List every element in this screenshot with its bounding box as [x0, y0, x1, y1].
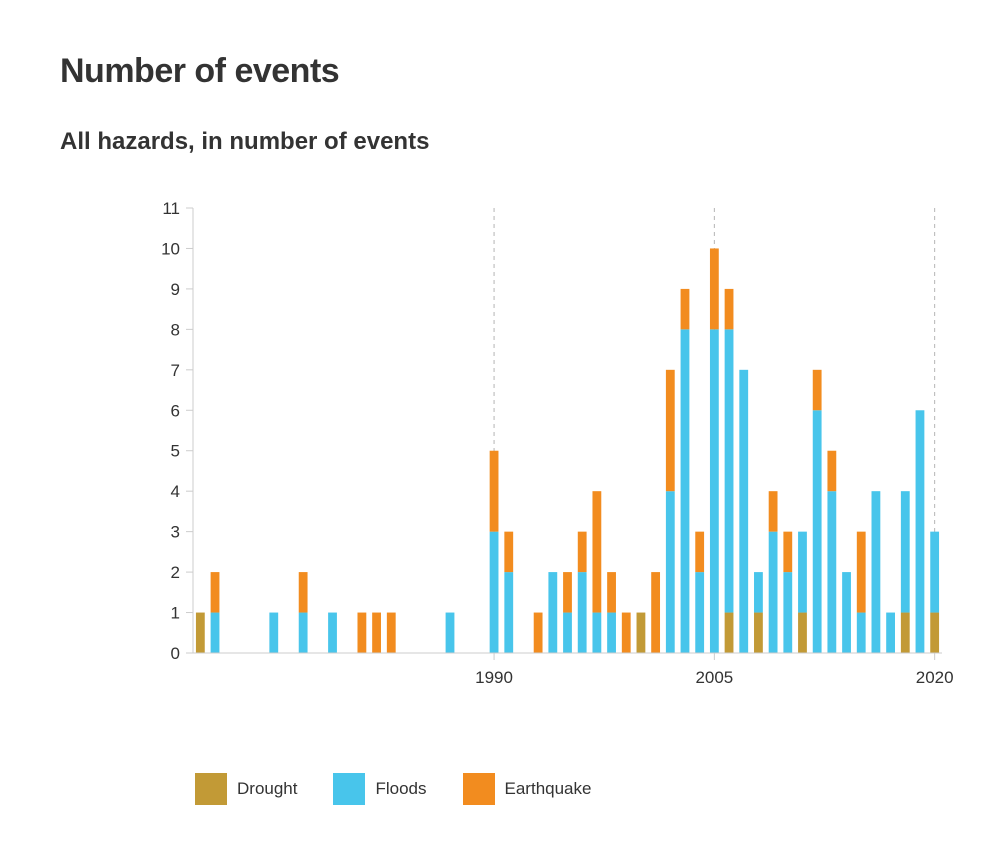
bar-floods [871, 491, 881, 653]
legend-label-floods: Floods [375, 779, 427, 798]
bar-drought [798, 612, 807, 653]
chart-subtitle: All hazards, in number of events [60, 128, 430, 155]
legend-item-drought[interactable]: Drought [195, 773, 297, 805]
bar-drought [754, 612, 763, 653]
bar-earthquake [709, 248, 719, 330]
bar-floods [886, 612, 895, 653]
bar-floods [665, 491, 675, 653]
bar-earthquake [210, 572, 220, 613]
bar-earthquake [489, 450, 499, 532]
bar-earthquake [768, 491, 778, 532]
chart-legend: Drought Floods Earthquake [195, 773, 591, 805]
bar-earthquake [621, 612, 631, 653]
bar-drought [900, 612, 910, 653]
bar-floods [709, 329, 719, 653]
y-tick-label: 8 [171, 320, 180, 339]
bar-floods [298, 612, 308, 653]
y-tick-label: 0 [171, 644, 180, 663]
bar-earthquake [680, 288, 690, 330]
bar-floods [445, 612, 455, 653]
bar-floods [592, 612, 602, 653]
bar-drought [724, 612, 734, 653]
bar-earthquake [563, 572, 572, 613]
bar-floods [328, 612, 337, 653]
x-tick-label: 2020 [916, 668, 954, 687]
bar-floods [210, 612, 220, 653]
y-tick-label: 7 [171, 361, 180, 380]
y-tick-label: 4 [171, 482, 180, 501]
bar-earthquake [665, 369, 675, 492]
x-tick-label: 1990 [475, 668, 513, 687]
legend-swatch-earthquake [462, 773, 495, 805]
bar-floods [783, 572, 793, 653]
bar-earthquake [298, 572, 308, 613]
bar-floods [812, 410, 822, 653]
y-tick-label: 11 [162, 199, 180, 218]
bar-floods [607, 612, 616, 653]
bar-floods [269, 612, 279, 653]
legend-item-floods[interactable]: Floods [333, 773, 427, 805]
bar-earthquake [651, 572, 661, 653]
bar-earthquake [577, 531, 587, 573]
bar-floods [739, 369, 749, 653]
legend-label-earthquake: Earthquake [504, 779, 592, 798]
bar-floods [563, 612, 572, 653]
bar-floods [768, 531, 778, 653]
bar-floods [798, 531, 807, 613]
page-title: Number of events [60, 52, 340, 90]
bar-floods [930, 531, 940, 613]
bar-earthquake [783, 531, 793, 573]
y-tick-label: 2 [171, 563, 180, 582]
bar-drought [930, 612, 940, 653]
y-tick-label: 3 [171, 523, 180, 542]
bar-floods [915, 410, 925, 653]
bar-earthquake [533, 612, 543, 653]
bar-earthquake [592, 491, 602, 613]
y-tick-label: 6 [171, 401, 180, 420]
bar-floods [842, 572, 851, 653]
legend-item-earthquake[interactable]: Earthquake [462, 773, 592, 805]
bar-floods [900, 491, 910, 613]
bar-floods [548, 572, 558, 653]
y-tick-label: 10 [161, 239, 180, 258]
bar-floods [856, 612, 866, 653]
bar-earthquake [386, 612, 396, 653]
bar-floods [504, 572, 514, 653]
bar-floods [680, 329, 690, 653]
bar-earthquake [856, 531, 866, 613]
x-tick-label: 2005 [695, 668, 733, 687]
bar-earthquake [812, 369, 822, 411]
legend-swatch-drought [195, 773, 227, 805]
y-tick-label: 1 [171, 604, 180, 623]
bar-earthquake [372, 612, 381, 653]
bar-earthquake [827, 450, 837, 492]
bar-earthquake [504, 531, 514, 573]
bar-floods [577, 572, 587, 653]
bar-floods [695, 572, 705, 653]
bar-floods [827, 491, 837, 653]
y-tick-label: 9 [171, 280, 180, 299]
bar-drought [636, 612, 646, 653]
bar-floods [489, 531, 499, 653]
bar-earthquake [607, 572, 616, 613]
y-tick-label: 5 [171, 442, 180, 461]
bar-earthquake [724, 288, 734, 330]
bar-drought [195, 612, 205, 653]
legend-label-drought: Drought [237, 779, 298, 798]
bar-earthquake [695, 531, 705, 573]
legend-swatch-floods [333, 773, 366, 805]
bar-floods [754, 572, 763, 613]
bar-floods [724, 329, 734, 613]
bar-earthquake [357, 612, 367, 653]
